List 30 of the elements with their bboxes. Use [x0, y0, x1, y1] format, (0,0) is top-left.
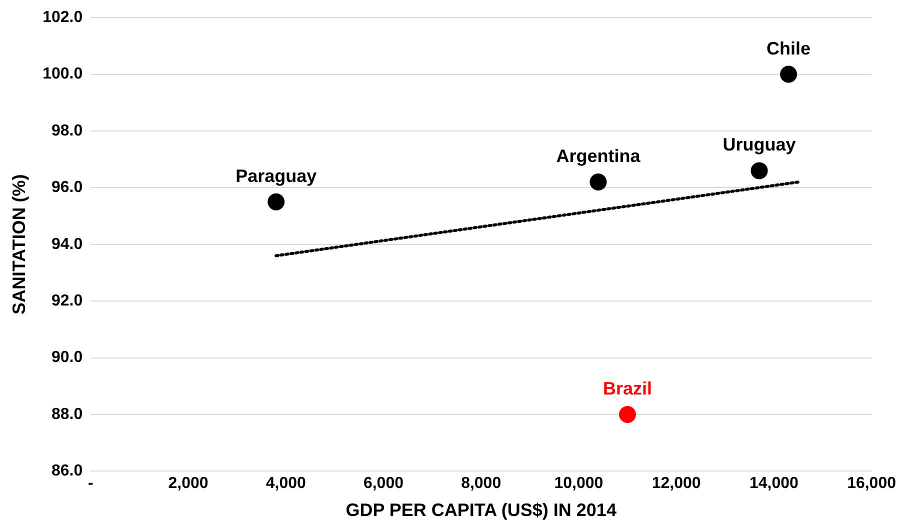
- y-tick-label: 86.0: [52, 462, 83, 480]
- x-tick-label: 14,000: [749, 475, 798, 492]
- point: [619, 406, 636, 423]
- x-tick-label: 4,000: [266, 475, 306, 492]
- x-tick-label: 6,000: [363, 475, 404, 492]
- x-tick-label: 10,000: [554, 475, 604, 492]
- series-label: Argentina: [556, 146, 642, 166]
- y-tick-label: 100.0: [42, 66, 83, 83]
- y-tick-label: 98.0: [52, 122, 83, 140]
- x-tick-label: 16,000: [847, 475, 896, 492]
- point: [780, 66, 798, 83]
- series-label: Brazil: [602, 378, 652, 398]
- x-axis-title: GDP PER CAPITA (US$) IN 2014: [346, 500, 616, 520]
- series-label: Paraguay: [236, 166, 317, 186]
- x-tick-label: 12,000: [652, 475, 701, 492]
- point: [750, 162, 768, 180]
- y-tick-label: 94.0: [52, 236, 83, 253]
- series-label: Chile: [766, 38, 811, 58]
- y-axis-title: SANITATION (%): [8, 174, 29, 315]
- x-tick-label: -: [88, 475, 94, 492]
- point: [590, 174, 607, 191]
- y-tick-label: 102.0: [42, 9, 83, 26]
- y-tick-label: 88.0: [52, 406, 83, 423]
- x-tick-label: 8,000: [461, 475, 502, 492]
- y-tick-label: 96.0: [52, 179, 83, 196]
- series-label: Uruguay: [722, 134, 796, 155]
- x-tick-label: 2,000: [168, 475, 208, 492]
- y-tick-label: 90.0: [52, 349, 83, 366]
- y-tick-label: 92.0: [52, 292, 83, 310]
- point: [268, 193, 285, 210]
